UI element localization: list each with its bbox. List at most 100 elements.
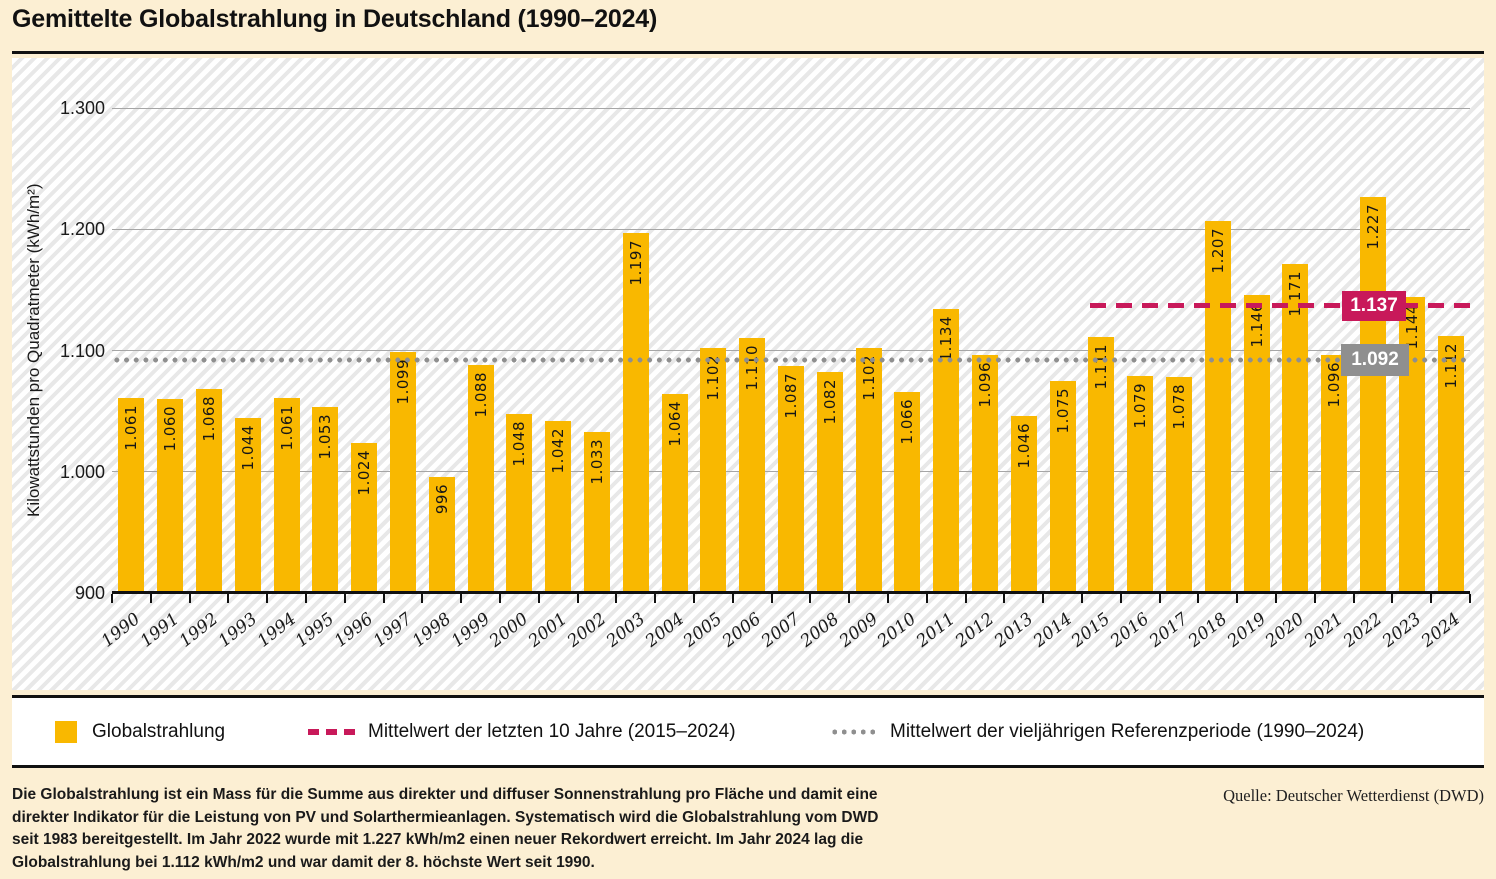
mean-last10-line xyxy=(1090,303,1470,309)
description-line: Globalstrahlung bei 1.112 kWh/m2 und war… xyxy=(12,853,595,871)
description-line: Die Globalstrahlung ist ein Mass für die… xyxy=(12,786,878,803)
bar-value-label-2020: 1.171 xyxy=(1286,271,1305,317)
dashed-line-swatch-icon xyxy=(308,728,355,735)
gridline-1.300 xyxy=(112,107,1470,109)
source-attribution: Quelle: Deutscher Wetterdienst (DWD) xyxy=(1223,786,1484,805)
y-tick-label-1.200: 1.200 xyxy=(59,219,105,240)
bar-1991: 1.060 xyxy=(157,399,184,593)
bar-value-label-2017: 1.078 xyxy=(1170,384,1188,430)
bar-2018: 1.207 xyxy=(1204,220,1231,593)
x-tick xyxy=(1391,594,1394,603)
bar-2010: 1.066 xyxy=(894,391,921,593)
bar-value-label-2012: 1.096 xyxy=(976,362,994,408)
bar-1997: 1.099 xyxy=(390,351,416,593)
x-tick xyxy=(227,594,230,603)
bar-1995: 1.053 xyxy=(312,407,339,593)
x-tick xyxy=(111,594,113,603)
title-divider xyxy=(12,51,1484,54)
x-tick xyxy=(964,594,967,603)
bar-2003: 1.197 xyxy=(622,232,649,593)
x-tick xyxy=(887,594,889,603)
bar-value-label-1996: 1.024 xyxy=(355,449,374,496)
bar-value-label-2006: 1.110 xyxy=(743,345,762,391)
bar-1998: 996 xyxy=(428,476,455,593)
bar-1993: 1.044 xyxy=(234,418,261,593)
x-tick xyxy=(848,594,851,603)
x-tick xyxy=(188,594,191,603)
x-tick xyxy=(1236,594,1239,603)
bar-2011: 1.134 xyxy=(933,309,960,593)
bar-1990: 1.061 xyxy=(118,397,145,593)
legend-item-mean-last10: Mittelwert der letzten 10 Jahre (2015–20… xyxy=(308,698,736,765)
bar-value-label-2013: 1.046 xyxy=(1014,422,1033,469)
y-tick-label-1.000: 1.000 xyxy=(59,461,105,482)
bar-value-label-1998: 996 xyxy=(432,483,451,514)
x-tick xyxy=(654,594,657,603)
x-tick xyxy=(499,594,501,603)
bar-value-label-2001: 1.042 xyxy=(549,427,568,474)
bar-value-label-1995: 1.053 xyxy=(316,414,335,460)
bar-value-label-2016: 1.079 xyxy=(1131,382,1150,429)
chart-legend: Globalstrahlung Mittelwert der letzten 1… xyxy=(12,695,1484,768)
bar-2019: 1.146 xyxy=(1243,294,1270,593)
x-axis-line xyxy=(112,591,1470,594)
bar-value-label-1992: 1.068 xyxy=(200,396,218,442)
bar-2013: 1.046 xyxy=(1010,415,1037,593)
bar-value-label-2022: 1.227 xyxy=(1364,203,1382,249)
bar-value-label-1993: 1.044 xyxy=(238,425,257,471)
bar-2016: 1.079 xyxy=(1127,375,1154,593)
bar-value-label-2007: 1.087 xyxy=(782,373,800,419)
x-tick xyxy=(1430,594,1433,603)
bar-value-label-1991: 1.060 xyxy=(161,406,180,452)
bar-value-label-2003: 1.197 xyxy=(626,239,645,286)
bar-1994: 1.061 xyxy=(273,397,300,593)
bar-2008: 1.082 xyxy=(816,372,843,593)
x-tick xyxy=(1352,594,1355,603)
x-tick xyxy=(693,594,695,603)
bar-2014: 1.075 xyxy=(1049,380,1076,593)
bar-2021: 1.096 xyxy=(1321,355,1348,593)
bar-2017: 1.078 xyxy=(1166,377,1192,593)
bar-2022: 1.227 xyxy=(1360,196,1386,593)
x-tick xyxy=(149,594,152,603)
x-tick xyxy=(1081,594,1083,603)
x-tick xyxy=(460,594,463,603)
bar-chart: Kilowattstunden pro Quadratmeter (kWh/m²… xyxy=(12,58,1484,690)
bar-value-label-2002: 1.033 xyxy=(588,438,606,485)
x-tick xyxy=(1275,594,1277,603)
x-tick xyxy=(1158,594,1161,603)
bar-value-label-1990: 1.061 xyxy=(122,404,141,451)
bar-value-label-1997: 1.099 xyxy=(394,358,412,405)
dotted-line-swatch-icon xyxy=(830,728,877,735)
bar-1992: 1.068 xyxy=(196,389,222,593)
bar-value-label-2010: 1.066 xyxy=(898,398,917,445)
bar-value-label-2015: 1.111 xyxy=(1092,344,1111,390)
legend-label: Mittelwert der vieljährigen Referenzperi… xyxy=(890,720,1365,742)
x-tick xyxy=(1469,594,1471,603)
x-tick xyxy=(1003,594,1006,603)
x-tick xyxy=(925,594,928,603)
bar-value-label-2008: 1.082 xyxy=(820,379,839,425)
bar-value-label-2011: 1.134 xyxy=(937,316,956,362)
mean-reference-badge: 1.092 xyxy=(1341,344,1409,377)
bar-value-label-2018: 1.207 xyxy=(1208,227,1227,274)
bar-swatch-icon xyxy=(55,720,77,743)
x-tick xyxy=(343,594,346,603)
x-tick xyxy=(1197,594,1200,603)
bar-2009: 1.102 xyxy=(855,348,882,593)
page-title: Gemittelte Globalstrahlung in Deutschlan… xyxy=(12,5,658,33)
x-tick xyxy=(1119,594,1122,603)
bar-value-label-1994: 1.061 xyxy=(277,404,296,451)
description-line: direkter Indikator für die Leistung von … xyxy=(12,808,879,826)
legend-item-mean-reference: Mittelwert der vieljährigen Referenzperi… xyxy=(830,698,1364,765)
bar-2012: 1.096 xyxy=(972,355,998,593)
x-tick xyxy=(1042,594,1045,603)
bar-2023: 1.144 xyxy=(1398,297,1425,593)
bar-value-label-2024: 1.112 xyxy=(1441,342,1460,389)
bar-2015: 1.111 xyxy=(1088,337,1115,593)
bar-2002: 1.033 xyxy=(584,431,610,593)
gridline-1.100 xyxy=(112,350,1470,351)
bar-value-label-2019: 1.146 xyxy=(1247,301,1266,348)
bar-1996: 1.024 xyxy=(351,442,378,593)
legend-item-globalstrahlung: Globalstrahlung xyxy=(55,698,225,765)
